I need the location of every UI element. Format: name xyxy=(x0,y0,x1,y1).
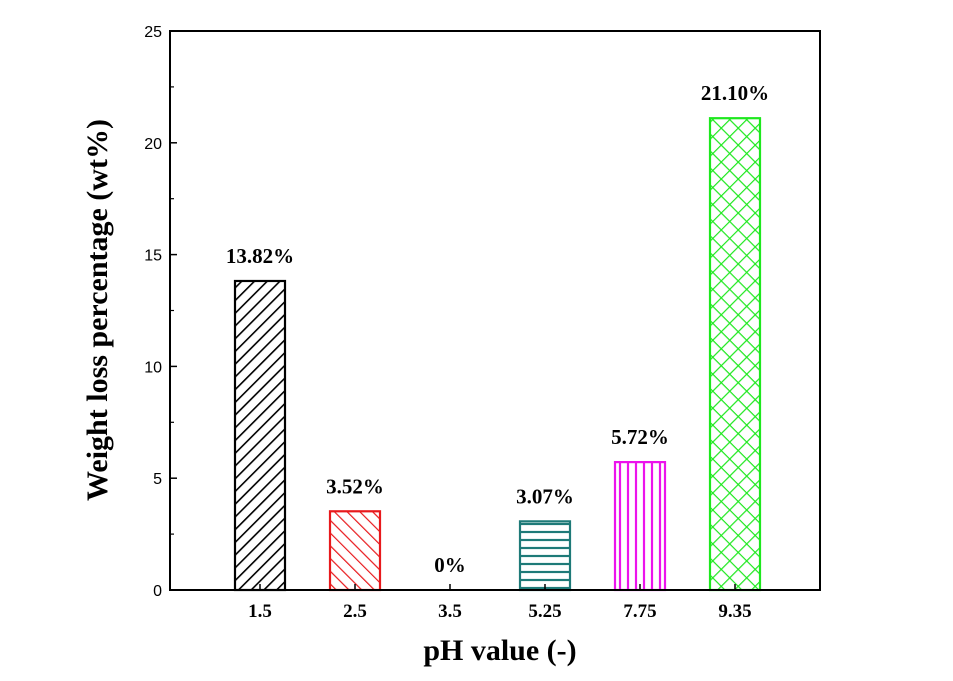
bars-layer xyxy=(233,117,762,592)
x-axis-title: pH value (-) xyxy=(423,634,576,667)
bar-2.5 xyxy=(328,510,382,592)
y-tick-label-20: 20 xyxy=(144,136,162,153)
y-tick-label-25: 25 xyxy=(144,24,162,41)
x-tick-label-9.35: 9.35 xyxy=(718,601,751,622)
x-tick-label-3.5: 3.5 xyxy=(438,601,462,622)
data-label-2.5: 3.52% xyxy=(326,474,384,498)
x-tick-label-7.75: 7.75 xyxy=(623,601,656,622)
data-label-9.35: 21.10% xyxy=(701,81,769,105)
x-tick-label-2.5: 2.5 xyxy=(343,601,367,622)
data-label-5.25: 3.07% xyxy=(516,484,574,508)
data-label-1.5: 13.82% xyxy=(226,244,294,268)
bar-9.35 xyxy=(708,117,762,592)
data-labels: 13.82% 3.52% 0% 3.07% 5.72% 21.10% xyxy=(226,81,769,577)
y-tick-label-10: 10 xyxy=(144,359,162,376)
bar-1.5 xyxy=(233,279,287,592)
bar-7.75 xyxy=(613,461,667,592)
y-axis-title: Weight loss percentage (wt%) xyxy=(81,119,114,501)
data-label-3.5: 0% xyxy=(434,553,466,577)
y-tick-label-0: 0 xyxy=(153,583,162,600)
x-tick-label-1.5: 1.5 xyxy=(248,601,272,622)
y-tick-label-15: 15 xyxy=(144,248,162,265)
y-tick-label-5: 5 xyxy=(153,471,162,488)
x-axis: 1.5 2.5 3.5 5.25 7.75 9.35 xyxy=(248,584,752,622)
bar-5.25 xyxy=(518,520,572,592)
y-axis: 0 5 10 15 20 25 xyxy=(144,24,177,600)
data-label-7.75: 5.72% xyxy=(611,425,669,449)
x-tick-label-5.25: 5.25 xyxy=(528,601,561,622)
